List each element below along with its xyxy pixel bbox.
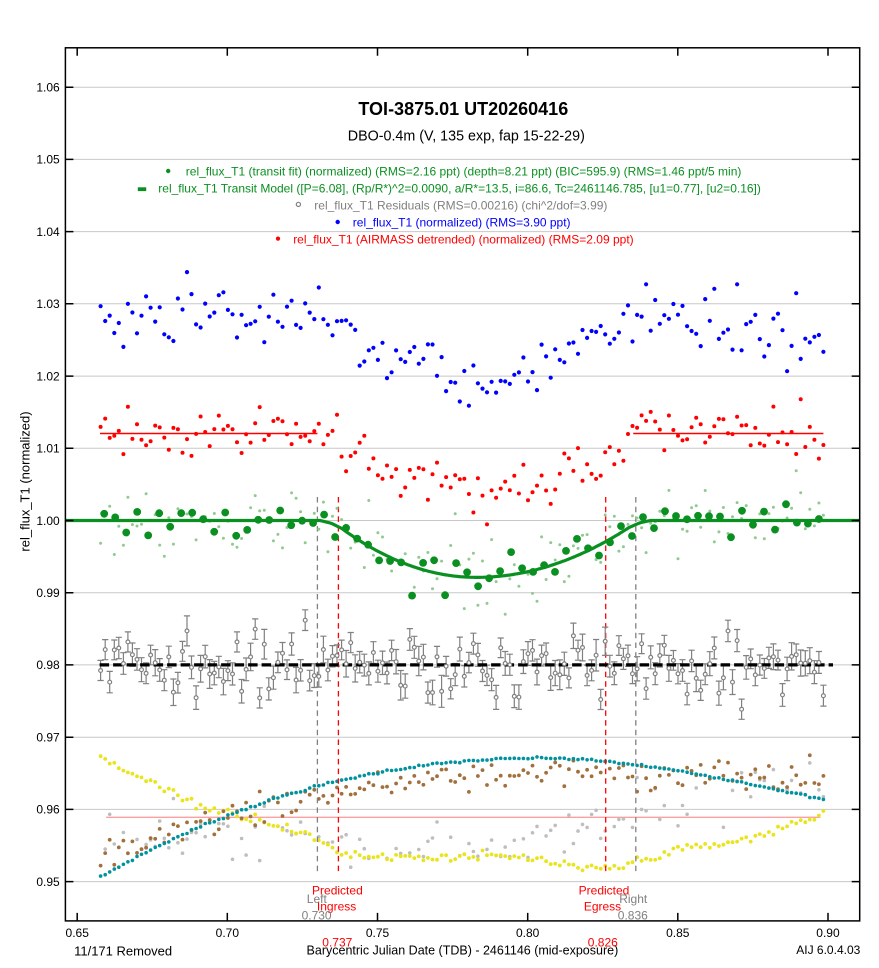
svg-text:0.90: 0.90 [816, 926, 840, 940]
svg-text:rel_flux_T1 (AIRMASS detrended: rel_flux_T1 (AIRMASS detrended) (normali… [293, 232, 633, 246]
svg-text:Predicted: Predicted [579, 884, 630, 898]
svg-text:1.04: 1.04 [36, 225, 60, 239]
svg-text:1.00: 1.00 [36, 514, 60, 528]
svg-text:1.02: 1.02 [36, 369, 60, 383]
svg-text:rel_flux_T1 Transit Model ([P=: rel_flux_T1 Transit Model ([P=6.08], (Rp… [158, 181, 761, 195]
svg-text:rel_flux_T1 (normalized) (RMS=: rel_flux_T1 (normalized) (RMS=3.90 ppt) [353, 215, 571, 229]
svg-text:1.01: 1.01 [36, 442, 60, 456]
svg-text:Right: Right [619, 892, 648, 906]
svg-text:0.75: 0.75 [366, 926, 390, 940]
svg-text:1.03: 1.03 [36, 297, 60, 311]
svg-text:0.95: 0.95 [36, 875, 60, 889]
svg-text:11/171 Removed: 11/171 Removed [74, 944, 172, 959]
svg-text:TOI-3875.01 UT20260416: TOI-3875.01 UT20260416 [358, 99, 568, 119]
svg-text:0.730: 0.730 [302, 909, 332, 923]
svg-text:0.836: 0.836 [618, 909, 648, 923]
svg-text:0.96: 0.96 [36, 803, 60, 817]
svg-text:Barycentric Julian Date (TDB): Barycentric Julian Date (TDB) - 2461146 … [307, 944, 619, 958]
svg-text:rel_flux_T1 (transit fit) (nor: rel_flux_T1 (transit fit) (normalized) (… [186, 164, 742, 178]
svg-text:1.06: 1.06 [36, 80, 60, 94]
svg-text:0.65: 0.65 [66, 926, 90, 940]
svg-text:0.70: 0.70 [216, 926, 240, 940]
svg-text:Ingress: Ingress [317, 900, 356, 914]
svg-text:0.80: 0.80 [516, 926, 540, 940]
svg-text:AIJ 6.0.4.03: AIJ 6.0.4.03 [796, 943, 860, 957]
svg-text:DBO-0.4m (V, 135 exp, fap 15-2: DBO-0.4m (V, 135 exp, fap 15-22-29) [348, 129, 585, 145]
svg-text:0.737: 0.737 [322, 935, 352, 949]
svg-text:0.85: 0.85 [666, 926, 690, 940]
svg-text:1.05: 1.05 [36, 153, 60, 167]
svg-text:Predicted: Predicted [312, 884, 363, 898]
svg-text:rel_flux_T1 Residuals (RMS=0.0: rel_flux_T1 Residuals (RMS=0.00216) (chi… [314, 198, 607, 212]
svg-text:0.826: 0.826 [588, 935, 618, 949]
svg-text:0.98: 0.98 [36, 658, 60, 672]
svg-text:Left: Left [307, 892, 328, 906]
svg-text:Egress: Egress [584, 900, 621, 914]
svg-text:0.97: 0.97 [36, 730, 60, 744]
svg-text:rel_flux_T1 (normalized): rel_flux_T1 (normalized) [18, 411, 33, 551]
svg-text:0.99: 0.99 [36, 586, 60, 600]
